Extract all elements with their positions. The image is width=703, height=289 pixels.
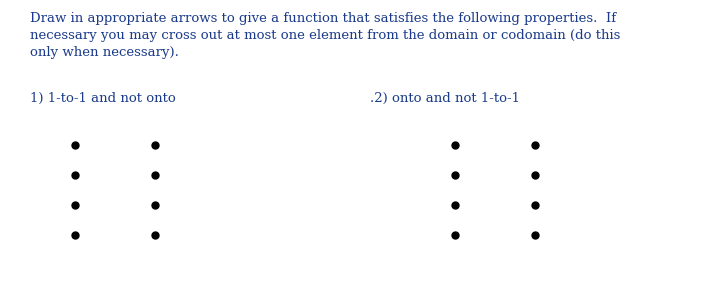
Text: .2) onto and not 1-to-1: .2) onto and not 1-to-1	[370, 92, 520, 105]
Text: Draw in appropriate arrows to give a function that satisfies the following prope: Draw in appropriate arrows to give a fun…	[30, 12, 620, 59]
Text: 1) 1-to-1 and not onto: 1) 1-to-1 and not onto	[30, 92, 176, 105]
